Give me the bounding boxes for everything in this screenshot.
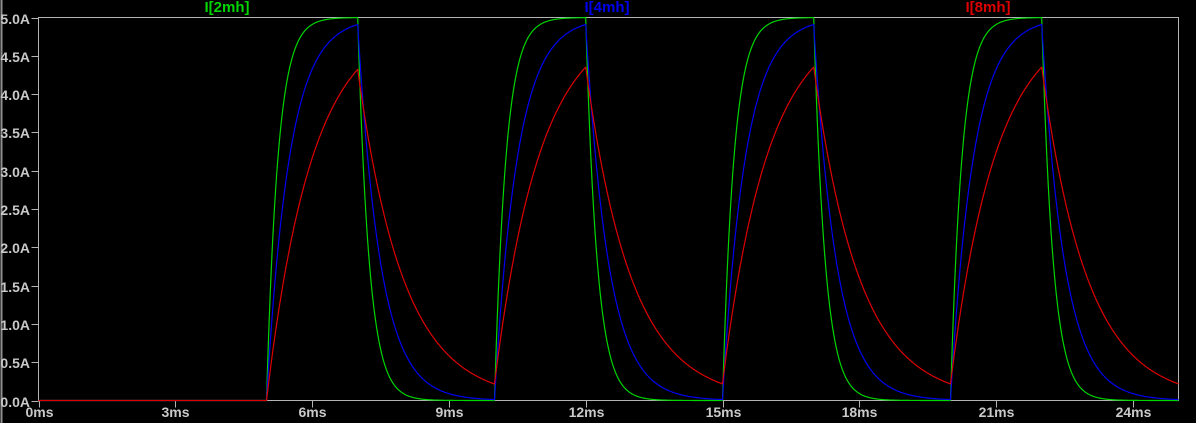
trace-name-i4mh[interactable]: I[4mh] <box>584 0 630 16</box>
x-tick-label: 0ms <box>25 404 54 420</box>
plot-border <box>38 17 1179 401</box>
x-tick-label: 6ms <box>298 404 327 420</box>
x-tick-label: 15ms <box>705 404 742 420</box>
trace-i8mh <box>38 66 1179 402</box>
trace-i4mh <box>38 23 1179 402</box>
traces-layer <box>38 17 1179 402</box>
y-tick-label: 3.0A <box>0 163 30 180</box>
x-tick-label: 21ms <box>978 404 1015 420</box>
y-tick-label: 0.0A <box>0 393 30 410</box>
y-tick-label: 4.5A <box>0 48 30 65</box>
x-tick-label: 18ms <box>841 404 878 420</box>
y-tick-label: 3.5A <box>0 124 30 141</box>
x-tick-label: 12ms <box>568 404 605 420</box>
x-tick-label: 24ms <box>1115 404 1152 420</box>
x-tick-label: 3ms <box>161 404 190 420</box>
y-tick-label: 2.5A <box>0 201 30 218</box>
trace-name-i8mh[interactable]: I[8mh] <box>965 0 1011 16</box>
y-tick-label: 1.0A <box>0 316 30 333</box>
y-tick-label: 4.0A <box>0 86 30 103</box>
y-tick-label: 5.0A <box>0 10 30 27</box>
trace-name-i2mh[interactable]: I[2mh] <box>204 0 250 16</box>
ticks-layer <box>31 18 1134 408</box>
y-tick-label: 0.5A <box>0 354 30 371</box>
x-tick-label: 9ms <box>435 404 464 420</box>
y-tick-label: 1.5A <box>0 278 30 295</box>
trace-i2mh <box>38 17 1179 402</box>
axes-layer <box>38 17 1179 401</box>
y-tick-label: 2.0A <box>0 239 30 256</box>
